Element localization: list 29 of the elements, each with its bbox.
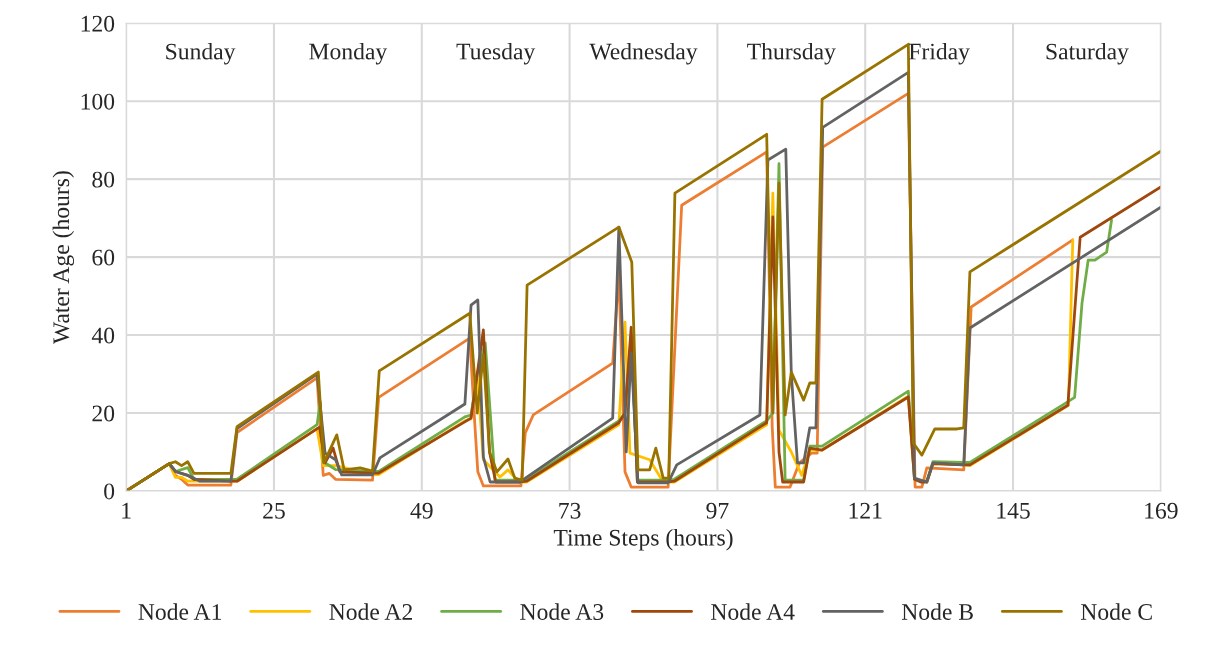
x-tick-label: 169 xyxy=(1145,502,1178,519)
x-axis-title: Time Steps (hours) xyxy=(553,529,733,551)
annotation: Monday xyxy=(309,42,388,65)
y-tick-label: 60 xyxy=(92,249,115,266)
annotation: Thursday xyxy=(747,42,836,65)
x-tick-label: 49 xyxy=(410,502,433,519)
y-tick-label: 20 xyxy=(92,405,115,422)
annotation: Saturday xyxy=(1046,42,1129,65)
y-axis-title: Water Age (hours) xyxy=(52,171,75,344)
x-tick-label: 73 xyxy=(559,502,581,519)
x-tick-label: 25 xyxy=(263,502,285,519)
x-tick-label: 145 xyxy=(997,502,1030,519)
x-tick-label: 1 xyxy=(122,502,131,519)
y-tick-label: 100 xyxy=(81,93,115,110)
y-tick-label: 40 xyxy=(91,327,115,344)
legend-label: Node A4 xyxy=(711,603,795,620)
annotation: Wednesday xyxy=(589,42,698,65)
y-tick-label: 120 xyxy=(81,15,115,32)
legend-label: Node A3 xyxy=(520,603,604,620)
x-tick-label: 97 xyxy=(706,502,729,519)
annotation: Sunday xyxy=(166,42,236,65)
legend-label: Node A2 xyxy=(329,603,412,620)
x-tick-label: 121 xyxy=(849,502,882,519)
y-tick-label: 0 xyxy=(104,483,115,500)
legend-label: Node B xyxy=(901,603,973,620)
y-tick-label: 80 xyxy=(92,171,115,188)
legend-label: Node C xyxy=(1080,603,1152,620)
annotation: Tuesday xyxy=(456,42,536,65)
legend-label: Node A1 xyxy=(138,603,222,620)
